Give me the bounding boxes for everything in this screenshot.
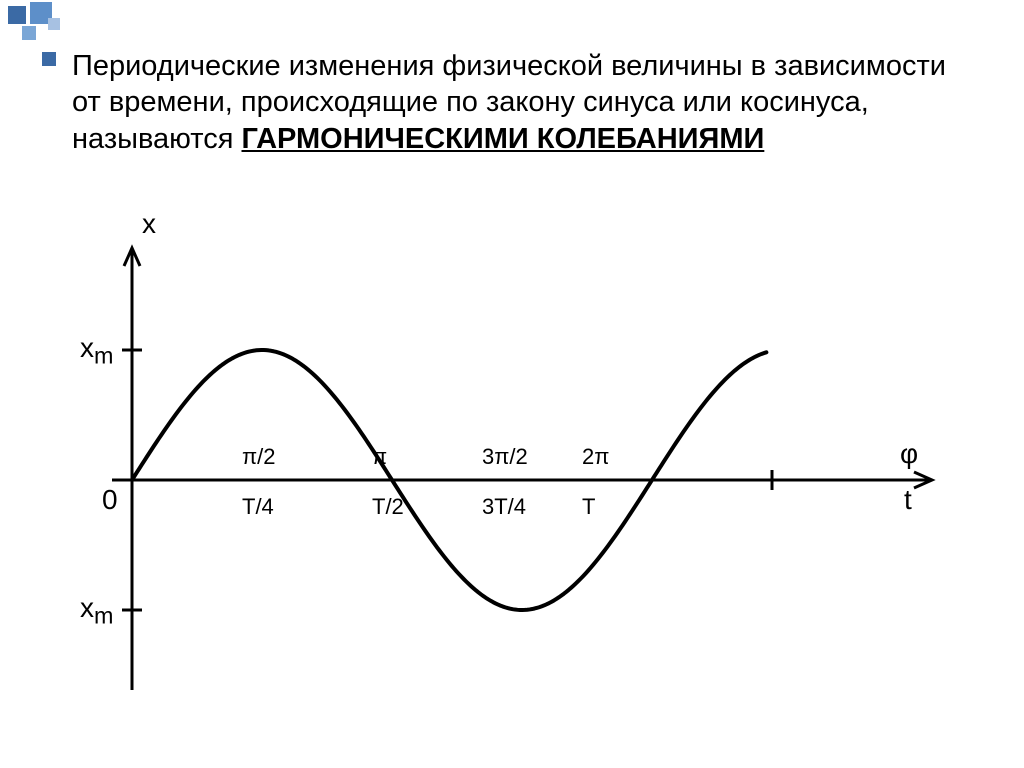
bullet-icon: [42, 52, 56, 66]
x-tick-phase-label: 2π: [582, 444, 609, 470]
x-tick-time-label: T/2: [372, 494, 404, 520]
x-tick-time-label: T: [582, 494, 595, 520]
deco-square: [22, 26, 36, 40]
y-tick-label: xm: [80, 332, 113, 370]
title-text: Периодические изменения физической велич…: [72, 48, 952, 157]
y-tick-label: xm: [80, 592, 113, 630]
x-tick-phase-label: π: [372, 444, 387, 470]
x-tick-phase-label: 3π/2: [482, 444, 528, 470]
x-tick-time-label: T/4: [242, 494, 274, 520]
y-axis-label: x: [142, 208, 156, 240]
x-axis-phi-label: φ: [900, 438, 918, 470]
sine-chart: x φ t 0 xm xm π/2 T/4 π T/2 3π/2 3T/4 2π T: [72, 210, 952, 710]
x-axis-t-label: t: [904, 484, 912, 516]
x-tick-time-label: 3T/4: [482, 494, 526, 520]
x-tick-phase-label: π/2: [242, 444, 276, 470]
deco-square: [48, 18, 60, 30]
origin-label: 0: [102, 484, 118, 516]
deco-square: [8, 6, 26, 24]
slide: Периодические изменения физической велич…: [0, 0, 1024, 768]
title-emphasis: ГАРМОНИЧЕСКИМИ КОЛЕБАНИЯМИ: [242, 123, 765, 155]
